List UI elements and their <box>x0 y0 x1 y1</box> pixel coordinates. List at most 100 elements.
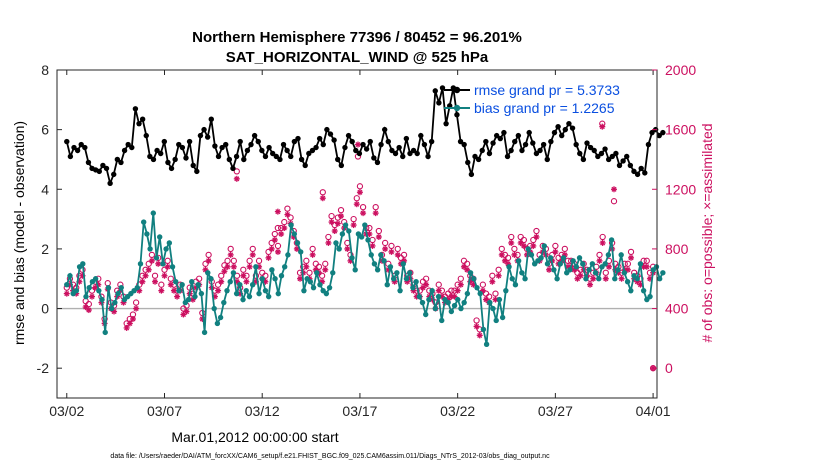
obs-assimilated-point <box>303 263 310 270</box>
rmse-point <box>624 153 630 160</box>
obs-assimilated-point <box>180 311 187 318</box>
rmse-point <box>410 147 417 154</box>
rmse-point <box>418 132 424 139</box>
bias-point <box>647 293 653 300</box>
y-axis-right-label: # of obs: o=possible; ×=assimilated <box>699 123 715 342</box>
bias-point <box>487 299 493 306</box>
bias-point <box>73 287 80 294</box>
rmse-point <box>161 138 168 145</box>
rmse-line <box>65 87 664 187</box>
obs-assimilated-point <box>596 257 603 264</box>
obs-possible-point <box>218 272 225 279</box>
rmse-point <box>237 138 243 145</box>
rmse-point <box>602 146 608 152</box>
rmse-point <box>230 165 236 172</box>
obs-assimilated-point <box>577 272 584 279</box>
obs-possible-point <box>240 266 247 273</box>
bias-point <box>464 290 471 297</box>
bias-point <box>217 314 224 321</box>
bias-point <box>291 231 298 237</box>
rmse-point <box>324 126 330 133</box>
rmse-point <box>262 153 269 160</box>
chart-subtitle: SAT_HORIZONTAL_WIND @ 525 hPa <box>226 49 489 66</box>
legend-bias-marker <box>453 104 461 112</box>
bias-point <box>499 314 506 321</box>
obs-possible-point <box>350 215 357 223</box>
obs-assimilated-point <box>243 278 250 285</box>
rmse-point <box>381 126 388 133</box>
obs-assimilated-point <box>233 175 240 182</box>
bias-point <box>390 276 397 282</box>
bias-point <box>205 270 211 276</box>
rmse-point <box>168 165 175 172</box>
obs-assimilated-point <box>369 242 376 249</box>
obs-assimilated-point <box>552 248 559 255</box>
rmse-point <box>306 150 312 157</box>
obs-possible-point <box>224 257 231 264</box>
bias-point <box>140 219 147 225</box>
bias-point <box>230 270 237 276</box>
rmse-point <box>197 132 204 139</box>
obs-assimilated-point <box>354 141 361 148</box>
rmse-point <box>400 153 406 160</box>
bias-point <box>105 284 112 291</box>
obs-possible-point <box>322 260 329 267</box>
obs-assimilated-point <box>360 210 367 217</box>
obs-possible-point <box>533 227 540 235</box>
bias-point <box>249 281 256 288</box>
bias-point <box>406 270 413 276</box>
bias-point <box>102 329 108 336</box>
bias-point <box>560 255 567 261</box>
bias-point <box>256 290 262 297</box>
obs-possible-point <box>400 251 408 259</box>
rmse-point <box>530 140 536 146</box>
bias-point <box>118 284 124 291</box>
rmse-point <box>100 162 106 169</box>
bias-point <box>323 290 330 297</box>
bias-point <box>519 270 525 276</box>
bias-point <box>544 261 551 267</box>
bias-point <box>144 231 150 237</box>
obs-assimilated-point <box>278 231 285 237</box>
rmse-point <box>233 153 240 160</box>
rmse-point <box>179 144 186 151</box>
rmse-point <box>291 138 298 145</box>
rmse-point <box>74 147 81 154</box>
rmse-point <box>540 141 547 148</box>
bias-point <box>246 293 253 300</box>
bias-point <box>455 296 461 303</box>
obs-possible-point <box>227 245 234 253</box>
bias-point <box>429 287 435 294</box>
rmse-point <box>129 144 135 151</box>
rmse-point <box>367 138 373 145</box>
bias-point <box>185 296 192 303</box>
obs-possible-point <box>325 233 332 241</box>
obs-possible-point <box>309 245 316 253</box>
bias-point <box>592 270 599 276</box>
obs-assimilated-point <box>457 281 464 288</box>
obs-possible-point <box>233 168 240 175</box>
rmse-point <box>620 158 626 164</box>
bias-point <box>92 276 99 282</box>
obs-assimilated-point <box>476 332 483 339</box>
obs-possible-point <box>495 266 502 273</box>
bias-point <box>285 252 291 258</box>
rmse-point <box>461 141 467 148</box>
bias-point <box>538 255 544 261</box>
rmse-point <box>551 129 558 136</box>
y-left-tick-label: 2 <box>41 241 49 257</box>
rmse-point <box>425 153 431 160</box>
bias-point <box>570 258 576 264</box>
rmse-point <box>345 132 352 139</box>
rmse-point <box>403 135 410 142</box>
bias-point <box>628 287 634 294</box>
obs-possible-point <box>246 257 253 264</box>
bias-point <box>314 270 320 276</box>
obs-assimilated-point <box>215 287 222 294</box>
y-right-tick-label: 0 <box>665 360 673 376</box>
bias-point <box>656 276 663 282</box>
x-tick-label: 03/17 <box>342 403 377 419</box>
obs-assimilated-point <box>133 305 140 312</box>
obs-assimilated-point <box>394 251 401 258</box>
rmse-point <box>331 137 337 143</box>
